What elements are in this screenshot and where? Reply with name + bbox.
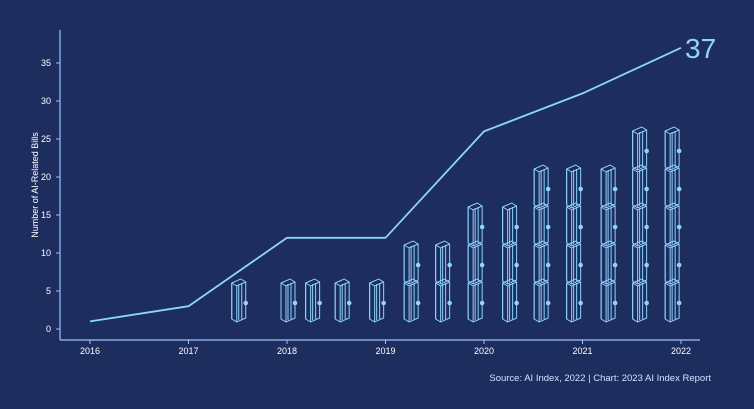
scroll-bill-icon — [600, 278, 618, 323]
scroll-bill-icon-dot — [346, 300, 352, 306]
scroll-bill-icon — [566, 202, 583, 247]
scroll-bill-icon-dot — [578, 300, 583, 306]
scroll-bill-icon-dot — [381, 300, 386, 306]
x-tick-label: 2019 — [375, 346, 395, 356]
scroll-bill-icon — [566, 164, 583, 209]
y-tick-label: 10 — [41, 248, 51, 258]
x-tick-label: 2020 — [474, 346, 494, 356]
scroll-bill-icon-dot — [676, 148, 682, 154]
x-tick-label: 2021 — [572, 346, 592, 356]
scroll-bill-icon — [403, 278, 421, 323]
scroll-bill-icon-dot — [676, 186, 682, 192]
scroll-bill-icon — [533, 278, 551, 323]
scroll-bill-icon — [231, 278, 249, 323]
scroll-bill-icon-dot — [578, 262, 583, 268]
scroll-bill-icon — [664, 126, 682, 171]
scroll-bill-icon — [566, 278, 583, 323]
y-tick-label: 0 — [46, 324, 51, 334]
scroll-bill-icon — [502, 240, 519, 285]
scroll-bill-icon-dot — [243, 300, 249, 306]
scroll-bill-icon — [533, 164, 551, 209]
scroll-bill-icon-dot — [676, 224, 682, 230]
scroll-bill-icon-dot — [676, 262, 682, 268]
scroll-bill-icon — [664, 164, 682, 209]
scroll-bill-icon — [369, 278, 386, 323]
scroll-bill-icon-dot — [415, 300, 421, 306]
scroll-bill-icon-dot — [644, 224, 649, 230]
x-tick-label: 2017 — [178, 346, 198, 356]
scroll-bill-icon-dot — [514, 300, 519, 306]
scroll-bill-icon-dot — [479, 262, 485, 268]
scroll-bill-icon-dot — [644, 262, 649, 268]
y-axis-title: Number of AI-Related Bills — [30, 132, 40, 238]
series-line — [89, 46, 682, 323]
scroll-bill-icon — [632, 278, 649, 323]
scroll-bill-icon-dot — [447, 300, 452, 306]
scroll-bill-icon — [533, 240, 551, 285]
scroll-bill-icon — [502, 202, 519, 247]
scroll-bill-icon — [566, 240, 583, 285]
y-tick-label: 35 — [41, 58, 51, 68]
scroll-bill-icon — [502, 278, 519, 323]
scroll-bill-icon-dot — [676, 300, 682, 306]
scroll-bill-icon-dot — [578, 224, 583, 230]
scroll-bill-icon — [632, 202, 649, 247]
scroll-bill-icon — [664, 278, 682, 323]
scroll-bill-icon-dot — [447, 262, 452, 268]
y-tick-label: 15 — [41, 210, 51, 220]
end-value-label: 37 — [685, 33, 716, 64]
scroll-bill-icon-dot — [644, 148, 649, 154]
scroll-bill-icon-dot — [612, 186, 618, 192]
x-tick-label: 2018 — [277, 346, 297, 356]
y-tick-label: 5 — [46, 286, 51, 296]
scroll-bill-icon-dot — [644, 186, 649, 192]
scroll-bill-icon — [632, 164, 649, 209]
scroll-bill-icon-dot — [479, 224, 485, 230]
scroll-bill-icon — [632, 240, 649, 285]
scroll-bill-icon — [467, 202, 485, 247]
scroll-bill-icon-dot — [545, 300, 551, 306]
scroll-bill-icon — [600, 164, 618, 209]
scroll-bill-icon — [435, 240, 452, 285]
source-note: Source: AI Index, 2022 | Chart: 2023 AI … — [489, 373, 711, 384]
scroll-bill-icon-dot — [514, 224, 519, 230]
scroll-bill-icon-dot — [514, 262, 519, 268]
y-tick-label: 30 — [41, 96, 51, 106]
scroll-bill-icon-dot — [545, 186, 551, 192]
scroll-bill-icon — [664, 240, 682, 285]
scroll-bill-icon — [600, 202, 618, 247]
scroll-bill-icon-dot — [612, 300, 618, 306]
scroll-bill-icon — [403, 240, 421, 285]
y-tick-label: 25 — [41, 134, 51, 144]
scroll-bill-icon — [280, 278, 298, 323]
scroll-bill-icon-dot — [317, 300, 322, 306]
scroll-bill-icon-dot — [479, 300, 485, 306]
scroll-bill-icon — [600, 240, 618, 285]
scroll-bill-icon-dot — [612, 262, 618, 268]
scroll-bill-icon-dot — [415, 262, 421, 268]
scroll-bill-icon — [533, 202, 551, 247]
scroll-bill-icon-dot — [545, 262, 551, 268]
scroll-bill-icon — [467, 278, 485, 323]
scroll-bill-icon-dot — [612, 224, 618, 230]
scroll-bill-icon-dot — [644, 300, 649, 306]
scroll-bill-icon — [632, 126, 649, 171]
x-tick-label: 2016 — [80, 346, 100, 356]
x-tick-label: 2022 — [671, 346, 691, 356]
scroll-bill-icon — [467, 240, 485, 285]
scroll-bill-icon-dot — [292, 300, 298, 306]
scroll-bill-icon-dot — [545, 224, 551, 230]
scroll-bill-icon — [305, 278, 322, 323]
scroll-bill-icon — [334, 278, 352, 323]
scroll-bill-icon — [435, 278, 452, 323]
scroll-bill-icon — [664, 202, 682, 247]
scroll-bill-icon-dot — [578, 186, 583, 192]
y-tick-label: 20 — [41, 172, 51, 182]
